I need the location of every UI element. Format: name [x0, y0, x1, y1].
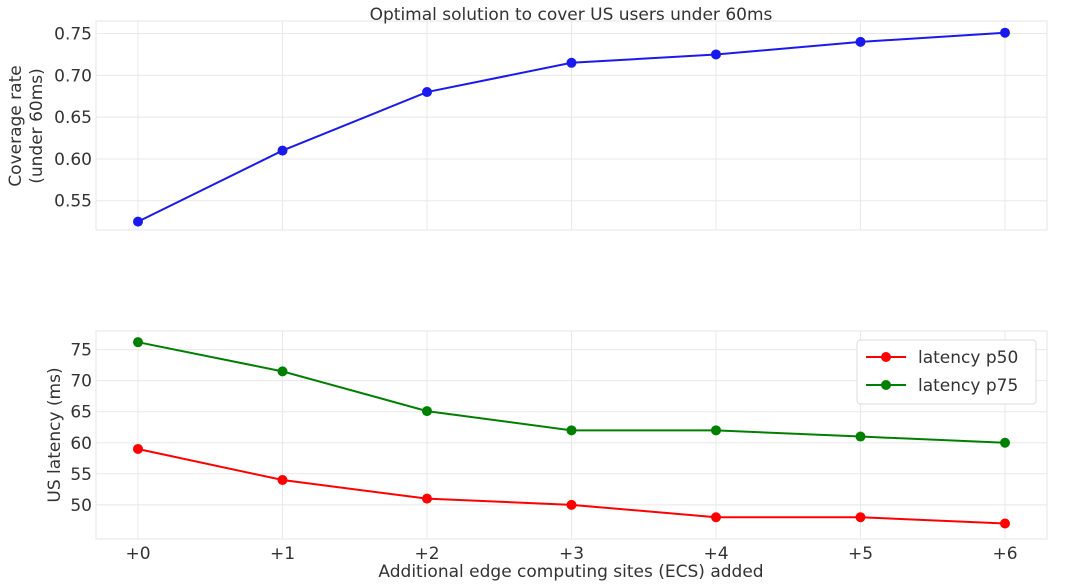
x-tick-label: +6 [992, 544, 1017, 564]
coverage-chart: 0.55 0.60 0.65 0.70 0.75 Optimal solution to… [6, 5, 1048, 231]
latency-data-point [277, 475, 288, 486]
x-tick-label: +5 [848, 544, 873, 564]
latency-y-tick-label: 65 [70, 403, 92, 423]
coverage-y-label-line-2: (under 60ms) [27, 68, 47, 184]
latency-data-point [133, 443, 143, 454]
latency-data-point [855, 431, 866, 442]
legend-label-p50: latency p50 [918, 348, 1018, 368]
latency-data-point [855, 512, 866, 523]
coverage-y-tick-label: 0.65 [54, 108, 92, 128]
latency-series [133, 337, 1010, 529]
latency-data-point [1000, 437, 1010, 448]
latency-y-tick-label: 55 [70, 465, 92, 485]
x-tick-label: +1 [270, 544, 295, 564]
legend-label-p75: latency p75 [918, 376, 1018, 396]
coverage-data-point [711, 49, 721, 60]
legend-swatch-marker-p75 [881, 380, 891, 390]
latency-data-point [711, 425, 721, 436]
coverage-y-label-line-1: Coverage rate [6, 65, 26, 186]
coverage-gridlines [96, 21, 1047, 230]
coverage-data-point [277, 145, 288, 156]
x-tick-label: +2 [414, 544, 439, 564]
latency-data-point [133, 337, 143, 348]
x-tick-label: +0 [125, 544, 150, 564]
latency-y-tick-label: 50 [70, 496, 92, 516]
latency-y-axis-label: US latency (ms) [45, 367, 65, 502]
latency-x-ticks: +0 +1 +2 +3 +4 +5 +6 [125, 544, 1017, 564]
coverage-data-point [566, 57, 577, 68]
x-axis-label: Additional edge computing sites (ECS) ad… [378, 562, 763, 582]
latency-data-point [566, 425, 577, 436]
latency-data-point [711, 512, 721, 523]
coverage-data-point [855, 36, 866, 47]
legend-swatch-marker-p50 [881, 352, 891, 362]
latency-y-tick-label: 70 [70, 372, 92, 392]
latency-data-point [422, 493, 432, 504]
legend-item-p75: latency p75 [866, 376, 1018, 396]
coverage-series [133, 27, 1010, 227]
latency-y-tick-label: 60 [70, 434, 92, 454]
latency-data-point [422, 406, 432, 417]
coverage-y-tick-label: 0.60 [54, 150, 92, 170]
legend-item-p50: latency p50 [866, 348, 1018, 368]
coverage-y-tick-label: 0.70 [54, 66, 92, 86]
coverage-y-axis-label: Coverage rate (under 60ms) [6, 65, 47, 186]
coverage-data-point [133, 216, 143, 227]
latency-data-point [1000, 518, 1010, 529]
legend: latency p50 latency p75 [856, 339, 1037, 405]
chart-title: Optimal solution to cover US users under… [370, 5, 773, 25]
coverage-y-tick-label: 0.55 [54, 192, 92, 212]
coverage-data-point [422, 87, 432, 98]
latency-chart: 50 55 60 65 70 75 +0 +1 +2 +3 +4 +5 +6 US latency (… [45, 330, 1048, 582]
x-tick-label: +3 [559, 544, 584, 564]
latency-data-point [566, 499, 577, 510]
latency-data-point [277, 366, 288, 377]
latency-y-ticks: 50 55 60 65 70 75 [70, 341, 92, 516]
coverage-y-tick-label: 0.75 [54, 25, 92, 45]
coverage-data-point [1000, 27, 1010, 38]
latency-y-tick-label: 75 [70, 341, 92, 361]
coverage-y-ticks: 0.55 0.60 0.65 0.70 0.75 [54, 25, 92, 212]
x-tick-label: +4 [703, 544, 728, 564]
